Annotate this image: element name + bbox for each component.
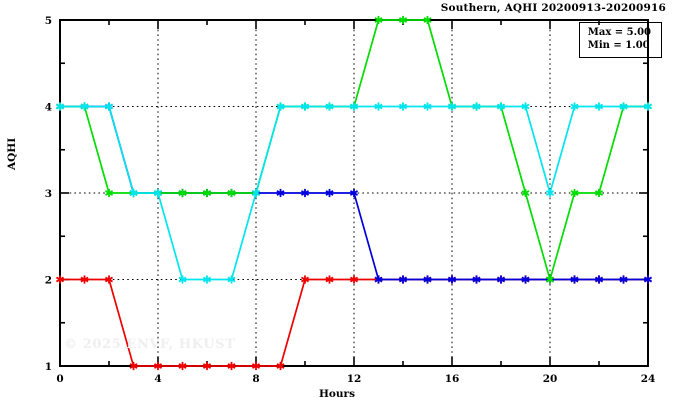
y-tick-label: 3 <box>45 188 52 200</box>
legend-min-label: Min = 1.00 <box>587 39 650 51</box>
chart-title: Southern, AQHI 20200913-20200916 <box>440 2 666 14</box>
x-tick-label: 12 <box>347 373 362 385</box>
y-tick-label: 4 <box>45 102 52 114</box>
x-tick-label: 20 <box>543 373 558 385</box>
y-tick-label: 1 <box>45 361 52 373</box>
x-tick-label: 0 <box>56 373 63 385</box>
plot-frame <box>59 19 649 367</box>
y-tick-label: 5 <box>45 15 52 27</box>
x-tick-label: 24 <box>641 373 656 385</box>
y-tick-label: 2 <box>45 275 52 287</box>
x-tick-label: 8 <box>252 373 259 385</box>
legend-max-label: Max = 5.00 <box>587 27 651 38</box>
series-cyan <box>55 102 653 284</box>
x-tick-label: 4 <box>154 373 161 385</box>
x-tick-label: 16 <box>445 373 460 385</box>
x-axis-title: Hours <box>318 388 355 400</box>
data-series-group <box>55 15 653 371</box>
watermark: © 2025 ENVF, HKUST <box>64 337 236 352</box>
